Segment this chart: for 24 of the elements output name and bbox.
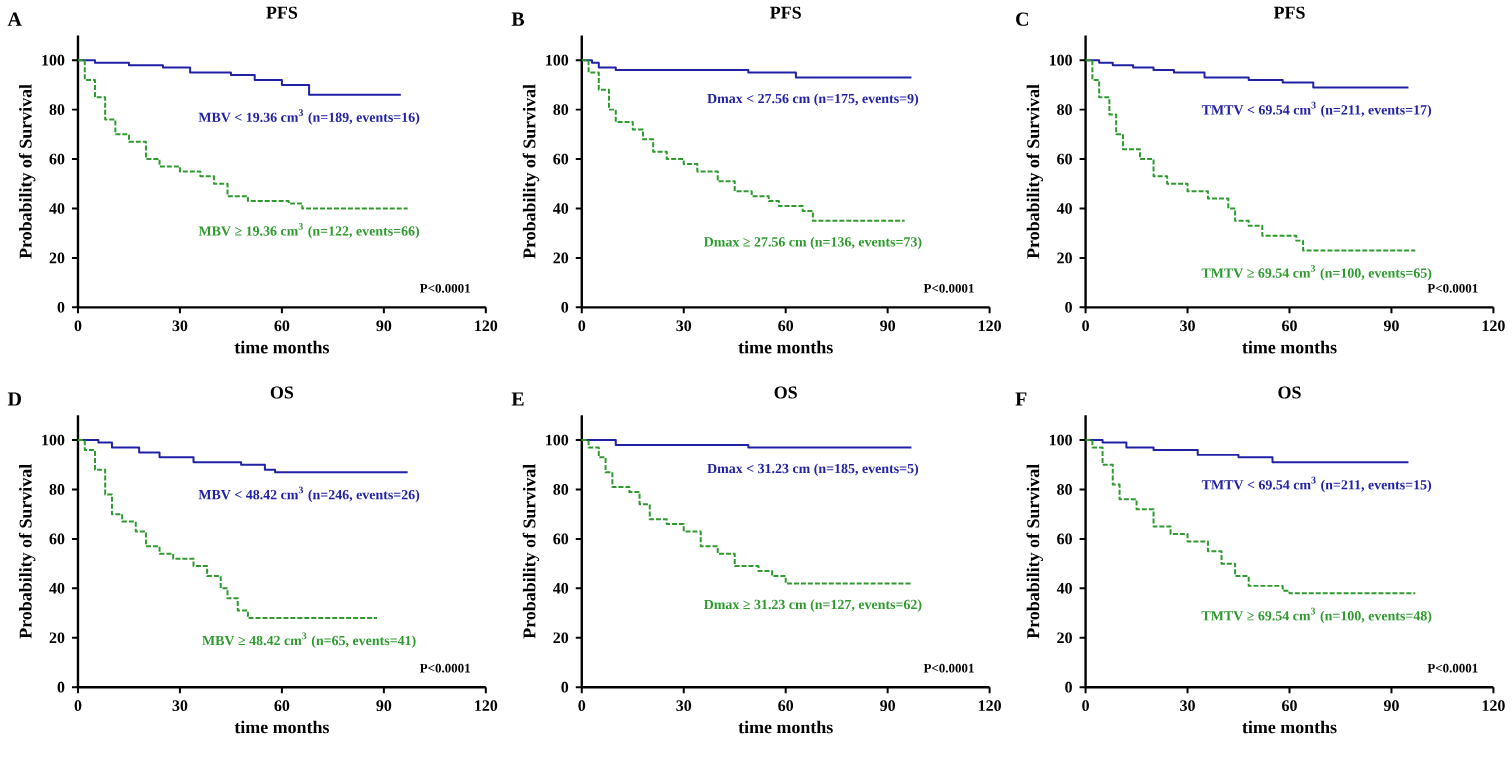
x-axis-title: time months [738, 721, 833, 734]
x-axis-title: time months [234, 721, 329, 734]
y-axis-title: Probability of Survival [522, 464, 540, 639]
x-axis-title: time months [738, 341, 833, 354]
chart-title: PFS [266, 7, 298, 20]
x-axis-title: time months [1242, 341, 1337, 354]
text: F [1015, 392, 1027, 406]
text: D [7, 392, 21, 406]
chart-title: PFS [1273, 7, 1305, 20]
y-axis-title: Probability of Survival [18, 84, 36, 259]
y-axis-title: Probability of Survival [1026, 464, 1043, 639]
y-axis-title: Probability of Survival [1026, 84, 1043, 259]
y-axis-title: Probability of Survival [522, 84, 540, 259]
text: E [511, 392, 524, 406]
text: C [1016, 12, 1028, 27]
text: B [511, 13, 525, 27]
y-axis-title: Probability of Survival [18, 464, 36, 639]
chart-title: PFS [770, 7, 801, 20]
x-axis-title: time months [1242, 721, 1337, 734]
x-axis-title: time months [234, 341, 329, 354]
chart-title: OS [774, 386, 797, 399]
text: A [7, 12, 22, 27]
chart-title: OS [270, 386, 294, 399]
chart-title: OS [1278, 386, 1301, 399]
